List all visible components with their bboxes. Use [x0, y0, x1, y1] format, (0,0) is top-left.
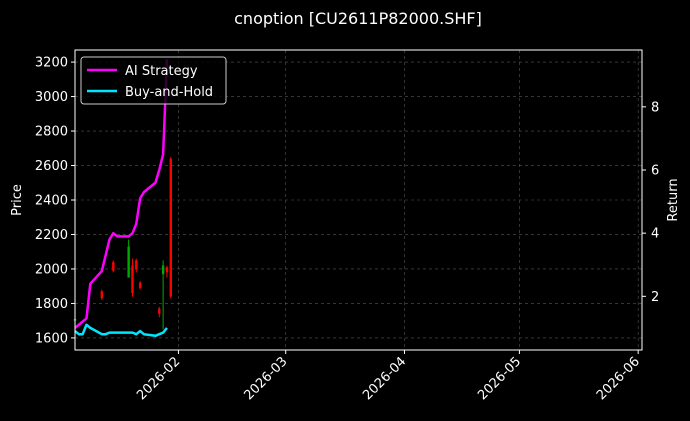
candle-body: [100, 291, 104, 299]
y-tick-label: 2600: [35, 159, 68, 174]
y-tick-label: 2200: [35, 228, 68, 243]
y2-axis-ticks: 2 4 6 8: [642, 100, 659, 305]
series-line-ai-strategy: [74, 59, 169, 329]
x-tick-label: 2026-04: [360, 354, 409, 403]
candle-body: [112, 262, 115, 271]
y-axis-label: Price: [10, 184, 25, 216]
legend-label-ai-strategy: AI Strategy: [125, 64, 198, 79]
x-tick-label: 2026-02: [134, 354, 183, 403]
y2-tick-label: 8: [651, 100, 659, 115]
legend-box: [80, 56, 227, 105]
x-tick-label: 2026-03: [242, 354, 291, 403]
legend: AI Strategy Buy-and-Hold: [80, 56, 227, 105]
candle-body: [138, 282, 142, 288]
candle-body: [158, 308, 161, 314]
chart-title: cnoption [CU2611P82000.SHF]: [234, 9, 482, 28]
y2-tick-label: 6: [651, 164, 659, 179]
x-axis-ticks: 2026-02 2026-03 2026-04 2026-05 2026-06: [134, 350, 643, 403]
y2-axis-label: Return: [666, 178, 681, 221]
candle-body: [131, 265, 134, 294]
candle-body: [161, 265, 165, 275]
candle-body: [165, 267, 169, 273]
candlesticks: [73, 156, 172, 330]
series-line-buy-and-hold: [74, 323, 168, 338]
y-tick-label: 1800: [35, 297, 68, 312]
y-axis-ticks: 1600 1800 2000 2200 2400 2600 2800 3000 3200: [35, 56, 75, 346]
candle-body: [169, 158, 172, 297]
y-tick-label: 2000: [35, 262, 68, 277]
y-tick-label: 3200: [35, 56, 68, 71]
y2-tick-label: 2: [651, 290, 659, 305]
legend-label-buy-and-hold: Buy-and-Hold: [125, 85, 213, 100]
y2-tick-label: 4: [651, 227, 659, 242]
y-tick-label: 3000: [35, 90, 68, 105]
y-tick-label: 2800: [35, 125, 68, 140]
x-tick-label: 2026-05: [475, 354, 524, 403]
x-tick-label: 2026-06: [594, 354, 643, 403]
y-tick-label: 1600: [35, 331, 68, 346]
y-tick-label: 2400: [35, 194, 68, 209]
candle-body: [127, 246, 130, 278]
return-lines: [74, 59, 169, 338]
candle-body: [135, 260, 138, 269]
grid: [75, 50, 642, 350]
